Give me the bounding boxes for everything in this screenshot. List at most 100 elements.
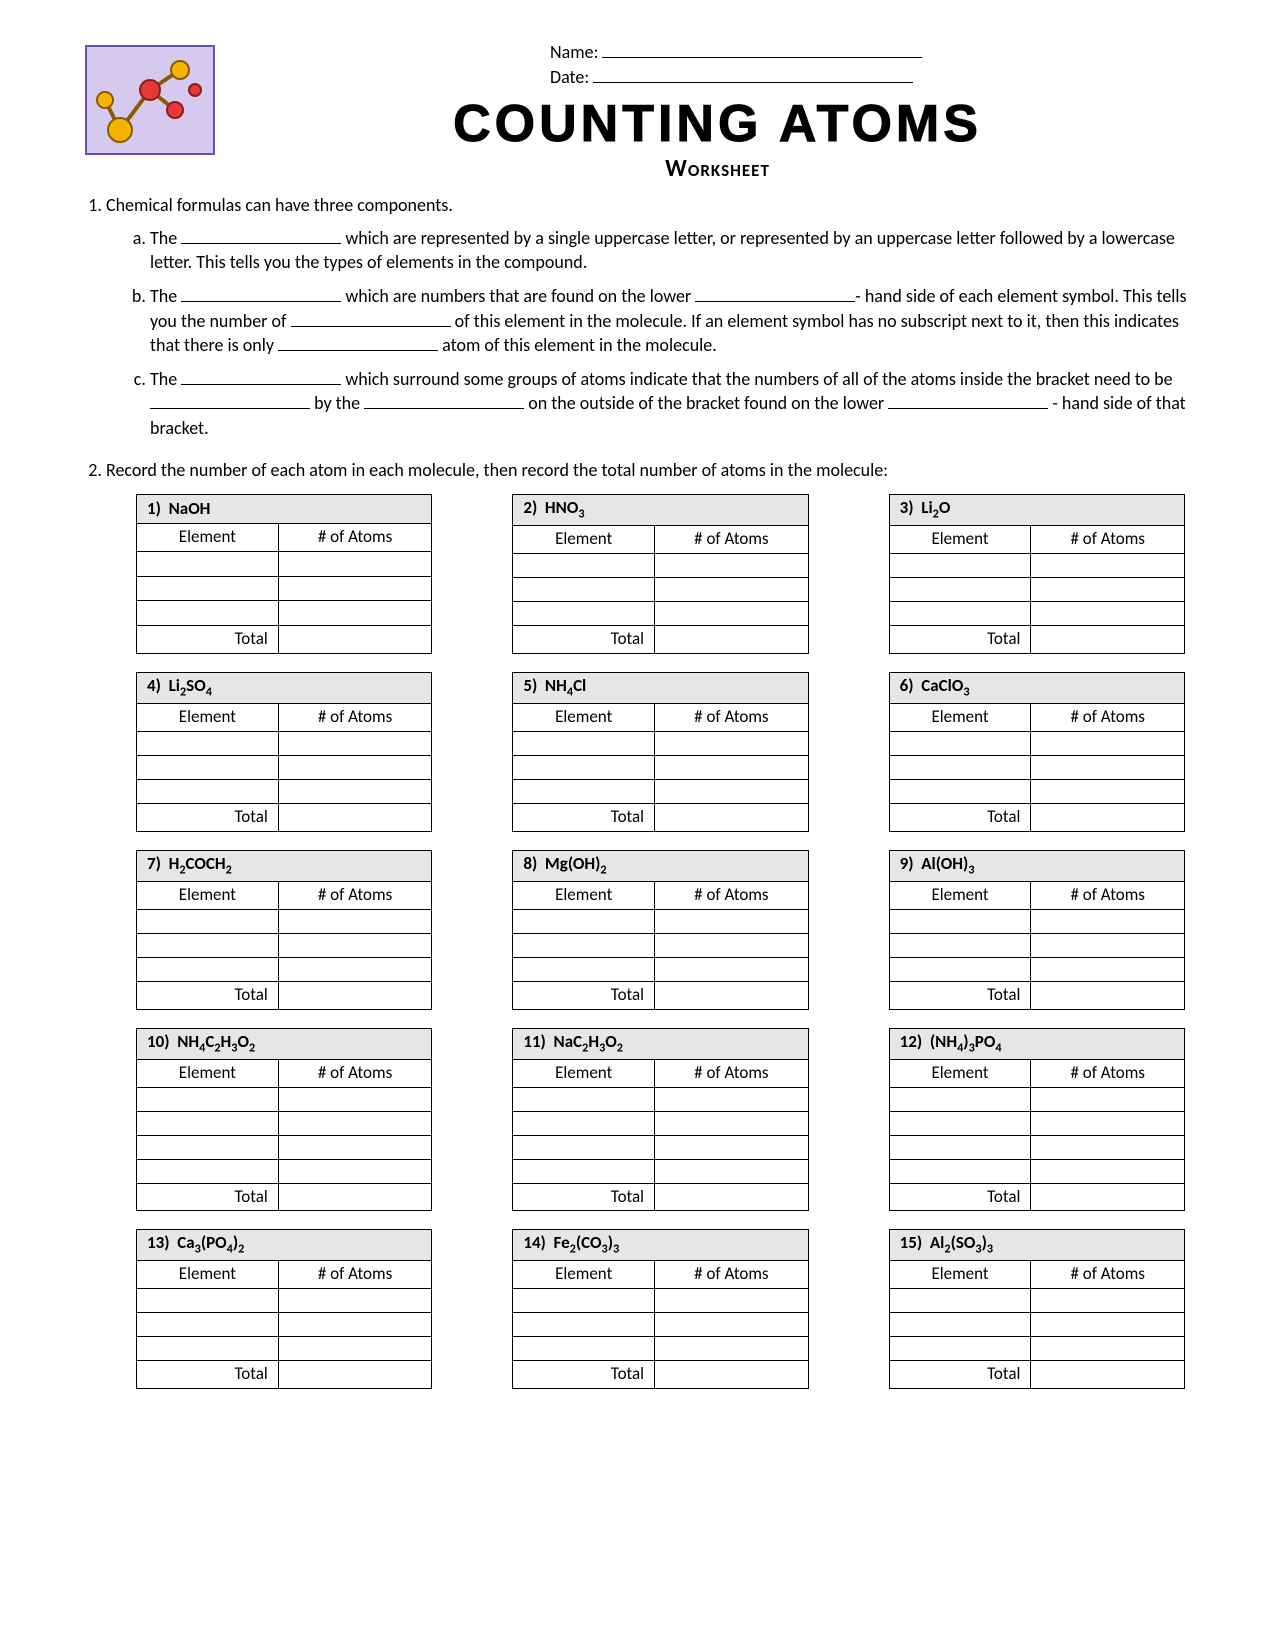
atoms-cell[interactable]	[655, 578, 809, 602]
element-cell[interactable]	[889, 909, 1031, 933]
element-cell[interactable]	[889, 1337, 1031, 1361]
total-cell[interactable]	[278, 1361, 432, 1389]
element-cell[interactable]	[513, 1087, 655, 1111]
total-cell[interactable]	[278, 1183, 432, 1211]
atoms-cell[interactable]	[278, 1337, 432, 1361]
element-cell[interactable]	[513, 933, 655, 957]
atoms-cell[interactable]	[278, 933, 432, 957]
element-cell[interactable]	[889, 1087, 1031, 1111]
total-cell[interactable]	[655, 803, 809, 831]
total-cell[interactable]	[655, 981, 809, 1009]
total-cell[interactable]	[1031, 626, 1185, 654]
element-cell[interactable]	[513, 1289, 655, 1313]
element-cell[interactable]	[137, 957, 279, 981]
total-cell[interactable]	[1031, 981, 1185, 1009]
element-cell[interactable]	[889, 1289, 1031, 1313]
fill-blank[interactable]	[150, 391, 310, 409]
atoms-cell[interactable]	[1031, 731, 1185, 755]
element-cell[interactable]	[137, 755, 279, 779]
element-cell[interactable]	[137, 1111, 279, 1135]
element-cell[interactable]	[137, 909, 279, 933]
element-cell[interactable]	[889, 1159, 1031, 1183]
atoms-cell[interactable]	[1031, 1159, 1185, 1183]
atoms-cell[interactable]	[278, 1087, 432, 1111]
total-cell[interactable]	[278, 803, 432, 831]
element-cell[interactable]	[889, 755, 1031, 779]
element-cell[interactable]	[889, 731, 1031, 755]
atoms-cell[interactable]	[1031, 1135, 1185, 1159]
element-cell[interactable]	[513, 1135, 655, 1159]
atoms-cell[interactable]	[1031, 755, 1185, 779]
element-cell[interactable]	[513, 755, 655, 779]
atoms-cell[interactable]	[655, 1135, 809, 1159]
element-cell[interactable]	[137, 601, 279, 625]
atoms-cell[interactable]	[655, 779, 809, 803]
atoms-cell[interactable]	[278, 552, 432, 576]
atoms-cell[interactable]	[655, 957, 809, 981]
element-cell[interactable]	[137, 1135, 279, 1159]
total-cell[interactable]	[655, 1183, 809, 1211]
atoms-cell[interactable]	[1031, 578, 1185, 602]
atoms-cell[interactable]	[655, 554, 809, 578]
name-blank[interactable]	[602, 57, 922, 58]
element-cell[interactable]	[513, 731, 655, 755]
date-blank[interactable]	[593, 82, 913, 83]
element-cell[interactable]	[513, 1313, 655, 1337]
fill-blank[interactable]	[695, 284, 855, 302]
atoms-cell[interactable]	[1031, 1111, 1185, 1135]
fill-blank[interactable]	[181, 226, 341, 244]
element-cell[interactable]	[889, 554, 1031, 578]
element-cell[interactable]	[137, 1159, 279, 1183]
element-cell[interactable]	[137, 779, 279, 803]
element-cell[interactable]	[513, 1337, 655, 1361]
element-cell[interactable]	[137, 1337, 279, 1361]
atoms-cell[interactable]	[1031, 1313, 1185, 1337]
atoms-cell[interactable]	[655, 933, 809, 957]
element-cell[interactable]	[889, 933, 1031, 957]
atoms-cell[interactable]	[278, 1313, 432, 1337]
total-cell[interactable]	[278, 625, 432, 653]
fill-blank[interactable]	[278, 333, 438, 351]
element-cell[interactable]	[513, 554, 655, 578]
total-cell[interactable]	[1031, 1361, 1185, 1389]
total-cell[interactable]	[655, 626, 809, 654]
atoms-cell[interactable]	[655, 909, 809, 933]
atoms-cell[interactable]	[278, 1111, 432, 1135]
atoms-cell[interactable]	[278, 576, 432, 600]
atoms-cell[interactable]	[1031, 602, 1185, 626]
atoms-cell[interactable]	[655, 755, 809, 779]
total-cell[interactable]	[1031, 1183, 1185, 1211]
element-cell[interactable]	[889, 578, 1031, 602]
element-cell[interactable]	[137, 1289, 279, 1313]
atoms-cell[interactable]	[655, 1087, 809, 1111]
element-cell[interactable]	[889, 779, 1031, 803]
atoms-cell[interactable]	[1031, 779, 1185, 803]
atoms-cell[interactable]	[1031, 957, 1185, 981]
element-cell[interactable]	[889, 602, 1031, 626]
element-cell[interactable]	[513, 1159, 655, 1183]
atoms-cell[interactable]	[655, 1111, 809, 1135]
atoms-cell[interactable]	[655, 1289, 809, 1313]
element-cell[interactable]	[137, 933, 279, 957]
element-cell[interactable]	[513, 1111, 655, 1135]
element-cell[interactable]	[513, 602, 655, 626]
total-cell[interactable]	[1031, 803, 1185, 831]
total-cell[interactable]	[655, 1361, 809, 1389]
atoms-cell[interactable]	[1031, 909, 1185, 933]
atoms-cell[interactable]	[655, 731, 809, 755]
atoms-cell[interactable]	[278, 909, 432, 933]
element-cell[interactable]	[137, 1087, 279, 1111]
element-cell[interactable]	[889, 1313, 1031, 1337]
atoms-cell[interactable]	[655, 1159, 809, 1183]
element-cell[interactable]	[513, 957, 655, 981]
element-cell[interactable]	[137, 731, 279, 755]
element-cell[interactable]	[513, 578, 655, 602]
element-cell[interactable]	[137, 576, 279, 600]
element-cell[interactable]	[137, 552, 279, 576]
fill-blank[interactable]	[181, 284, 341, 302]
atoms-cell[interactable]	[1031, 1337, 1185, 1361]
fill-blank[interactable]	[888, 391, 1048, 409]
element-cell[interactable]	[889, 957, 1031, 981]
atoms-cell[interactable]	[278, 1289, 432, 1313]
element-cell[interactable]	[889, 1135, 1031, 1159]
